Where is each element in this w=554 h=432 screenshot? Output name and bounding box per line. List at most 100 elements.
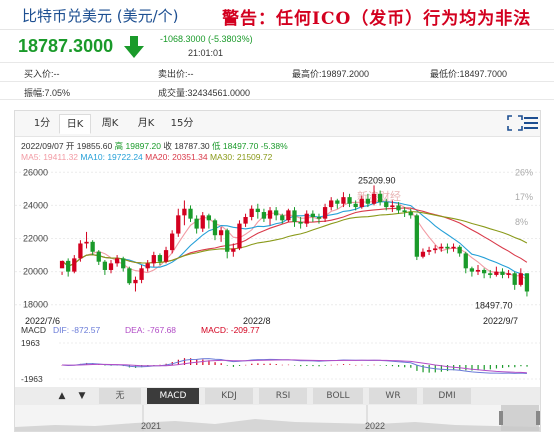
page-title: 比特币兑美元 (美元/个) <box>22 7 179 25</box>
bid-price: 买入价:-- <box>24 69 60 79</box>
price-change: -1068.3000 (-5.3803%) <box>160 34 253 44</box>
candle-body <box>396 205 401 211</box>
candle-body <box>481 269 487 274</box>
macd-value: MACD: -209.77 <box>201 325 260 335</box>
macd-histogram-bar <box>318 365 320 367</box>
candle-body <box>206 215 212 221</box>
indicator-tab-macd[interactable]: MACD <box>147 388 199 404</box>
quote-bar: 18787.3000 -1068.3000 (-5.3803%) 21:01:0… <box>0 30 554 62</box>
candle-body <box>59 260 65 269</box>
y-axis-label: 22000 <box>23 234 48 244</box>
candle-body <box>243 217 248 224</box>
macd-histogram-bar <box>281 364 283 366</box>
candle-body <box>78 243 83 259</box>
macd-dif-line <box>62 358 527 374</box>
indicator-tab-boll[interactable]: BOLL <box>313 388 363 404</box>
candle-body <box>157 255 163 262</box>
macd-histogram-bar <box>330 364 332 366</box>
kline-change: -5.38% <box>260 141 288 151</box>
candle-body <box>353 203 358 208</box>
macd-histogram-bar <box>190 358 192 365</box>
overview-right-handle[interactable] <box>536 411 540 425</box>
overview-left-handle[interactable] <box>499 411 503 425</box>
candle-body <box>402 210 407 213</box>
chart-panel: 1分 日K 周K 月K 15分 2022/09/07 开 19855.60 高 … <box>14 110 541 432</box>
ma10-value: MA10: 19722.24 <box>80 152 143 162</box>
macd-histogram-bar <box>440 365 443 372</box>
candle-body <box>96 251 101 262</box>
candle-body <box>200 215 205 229</box>
macd-histogram-bar <box>165 363 167 365</box>
candle-body <box>298 221 303 224</box>
candle-body <box>494 271 499 275</box>
candle-body <box>249 208 254 217</box>
macd-histogram-bar <box>508 365 510 368</box>
macd-histogram-bar <box>391 365 394 367</box>
macd-histogram-bar <box>232 365 235 367</box>
range-overview[interactable]: 2021 2022 <box>15 405 540 431</box>
tab-weekly-k[interactable]: 周K <box>101 118 119 129</box>
candle-body <box>341 197 346 204</box>
macd-histogram-bar <box>379 365 381 366</box>
macd-histogram-bar <box>183 358 186 365</box>
macd-histogram-bar <box>336 364 339 366</box>
y-axis-label: 18000 <box>23 300 48 310</box>
indicator-tab-wr[interactable]: WR <box>369 388 417 404</box>
page-header: 比特币兑美元 (美元/个) 警告：任何ICO（发币）行为均为非法 <box>0 0 554 30</box>
candle-body <box>304 213 309 224</box>
fullscreen-icon[interactable] <box>507 115 523 131</box>
candle-body <box>524 273 530 292</box>
candle-body <box>212 220 218 236</box>
macd-histogram-bar <box>238 365 241 366</box>
candle-body <box>475 269 481 272</box>
pct-axis-label: 26% <box>515 167 533 177</box>
overview-window[interactable] <box>501 405 539 431</box>
macd-histogram-bar <box>355 364 357 366</box>
indicator-tab-none[interactable]: 无 <box>99 388 141 404</box>
macd-dea-line <box>62 359 527 374</box>
macd-histogram-bar <box>514 365 516 368</box>
candle-body <box>426 250 432 252</box>
tab-1min[interactable]: 1分 <box>33 118 51 129</box>
next-arrow[interactable]: ▼ <box>78 391 86 401</box>
candle-body <box>261 212 267 219</box>
indicator-tabs: ▲ ▼ 无 MACD KDJ RSI BOLL WR DMI <box>15 387 540 405</box>
settings-icon[interactable] <box>523 115 539 131</box>
indicator-tab-rsi[interactable]: RSI <box>259 388 307 404</box>
indicator-tab-dmi[interactable]: DMI <box>423 388 471 404</box>
macd-histogram-bar <box>495 365 498 369</box>
y-axis-label: 24000 <box>23 200 48 210</box>
macd-histogram-bar <box>202 359 204 365</box>
macd-axis-label: -1963 <box>21 374 43 384</box>
low-price: 最低价:18497.7000 <box>430 69 508 79</box>
candle-body <box>182 208 187 216</box>
candle-body <box>488 273 493 275</box>
macd-histogram-bar <box>397 365 400 367</box>
macd-histogram-bar <box>501 365 504 368</box>
macd-histogram-bar <box>483 365 485 370</box>
tab-monthly-k[interactable]: 月K <box>137 118 155 129</box>
candle-body <box>463 253 468 269</box>
tab-daily-k[interactable]: 日K <box>59 114 91 134</box>
candle-body <box>518 273 523 285</box>
macd-histogram-bar <box>269 363 271 365</box>
candle-body <box>420 251 426 257</box>
candle-body <box>335 200 340 204</box>
candle-body <box>359 198 364 208</box>
candle-body <box>66 260 71 272</box>
candlestick-chart[interactable]: 新浪财经 260002400022000200001800026%17%8%25… <box>15 163 540 387</box>
macd-histogram-bar <box>422 365 424 373</box>
ma5-value: MA5: 19411.32 <box>21 152 79 162</box>
macd-histogram-bar <box>306 365 308 366</box>
ask-price: 卖出价:-- <box>158 69 194 79</box>
candle-body <box>469 268 475 272</box>
macd-histogram-bar <box>446 365 449 372</box>
volume: 成交量:32434561.0000 <box>158 88 251 98</box>
macd-histogram-bar <box>410 365 412 368</box>
tab-15min[interactable]: 15分 <box>170 118 194 129</box>
prev-arrow[interactable]: ▲ <box>58 391 66 401</box>
indicator-tab-kdj[interactable]: KDJ <box>205 388 253 404</box>
candle-body <box>133 279 138 284</box>
candle-body <box>170 233 175 251</box>
macd-dea-value: DEA: -767.68 <box>125 325 176 335</box>
